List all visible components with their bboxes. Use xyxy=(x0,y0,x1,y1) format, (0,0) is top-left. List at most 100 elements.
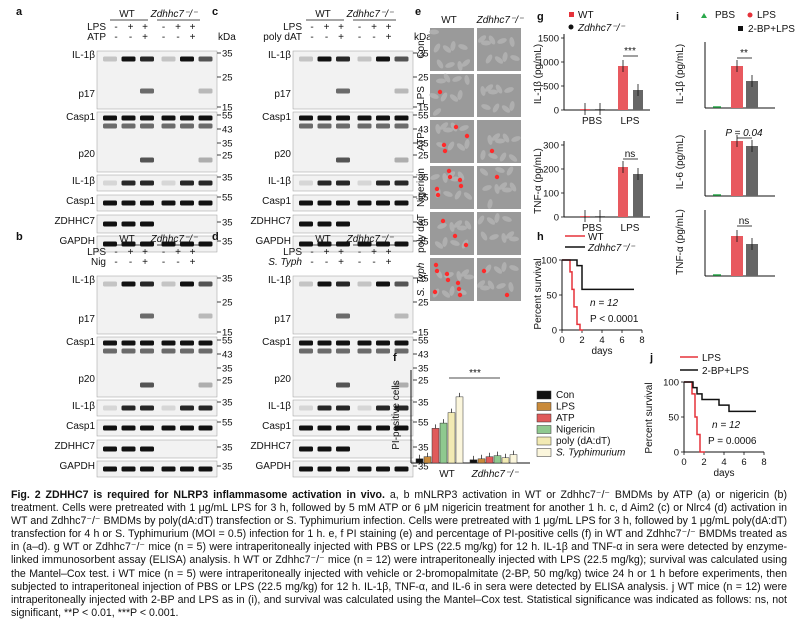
blot-band xyxy=(357,123,372,129)
micrograph-tile xyxy=(477,28,521,71)
blot-label: p17 xyxy=(274,89,291,100)
marker-label: 55 xyxy=(418,111,429,122)
j-xtick-label: 8 xyxy=(761,457,766,468)
pi-positive-cell xyxy=(464,133,470,139)
blot-strip xyxy=(96,419,218,437)
blot-band xyxy=(317,348,332,354)
cell-shape xyxy=(495,84,503,94)
panel-letter: d xyxy=(212,231,219,243)
treatment-sign: + xyxy=(128,22,134,33)
blot-band xyxy=(317,425,332,431)
blot-band xyxy=(394,241,409,247)
blot-label: ZDHHC7 xyxy=(250,216,291,227)
blot-band xyxy=(103,405,117,411)
i-sig-text: P = 0.04 xyxy=(725,128,763,139)
treatment-label: LPS xyxy=(283,247,302,258)
cell-shape xyxy=(510,55,520,61)
cell-shape xyxy=(443,73,451,83)
cell-shape xyxy=(508,282,514,292)
blot-band xyxy=(394,405,409,411)
blot-strip xyxy=(292,111,414,173)
g-ytick-label: 500 xyxy=(543,82,559,93)
treatment-sign: - xyxy=(114,32,117,43)
legend-swatch xyxy=(536,436,552,446)
blot-band xyxy=(198,180,213,186)
treatment-sign: + xyxy=(128,247,134,258)
blot-band xyxy=(357,425,372,431)
marker-label: 35 xyxy=(418,398,429,409)
j-xtick-label: 2 xyxy=(701,457,706,468)
blot-band xyxy=(336,88,350,94)
blot-band xyxy=(299,425,313,431)
legend-wt: WT xyxy=(588,232,604,243)
genotype-ko: Zdhhc7⁻/⁻ xyxy=(150,9,198,20)
blot-label: ZDHHC7 xyxy=(54,441,95,452)
legend-2bp: 2-BP+LPS xyxy=(702,366,749,377)
blot-band xyxy=(299,340,313,346)
blot-label: IL-1β xyxy=(268,401,291,412)
i-bar xyxy=(731,236,743,276)
blot-band xyxy=(394,382,409,388)
marker-label: 43 xyxy=(222,350,233,361)
treatment-sign: - xyxy=(358,32,361,43)
genotype-ko: Zdhhc7⁻/⁻ xyxy=(346,9,394,20)
blot-band xyxy=(317,466,332,472)
pi-positive-cell xyxy=(457,292,463,298)
g-ylabel: TNF-α (pg/mL) xyxy=(533,148,544,214)
marker-label: 35 xyxy=(222,364,233,375)
blot-band xyxy=(103,340,117,346)
blot-band xyxy=(180,200,194,206)
f-bar xyxy=(477,458,486,464)
blot-band xyxy=(336,157,350,163)
blot-band xyxy=(121,348,136,354)
blot-strip xyxy=(292,460,414,478)
marker-label: 35 xyxy=(222,462,233,473)
row-label: S. Typh xyxy=(416,262,427,296)
cell-shape xyxy=(449,222,455,232)
legend-text: ATP xyxy=(556,413,575,424)
blot-band xyxy=(180,348,194,354)
marker-label: 25 xyxy=(222,376,233,387)
marker-label: 35 xyxy=(418,173,429,184)
legend-text: S. Typhimurium xyxy=(556,448,625,459)
cell-shape xyxy=(460,269,470,277)
f-bar xyxy=(423,456,432,464)
genotype-wt: WT xyxy=(119,9,135,20)
scale-label: 10 μm xyxy=(487,308,512,318)
blot-label: IL-1β xyxy=(268,50,291,61)
marker-label: 35 xyxy=(418,364,429,375)
blot-label: p20 xyxy=(78,374,95,385)
marker-label: 55 xyxy=(418,193,429,204)
blot-strip xyxy=(292,275,414,335)
blot-band xyxy=(140,200,154,206)
cell-shape xyxy=(509,37,515,47)
treatment-sign: + xyxy=(324,247,330,258)
treatment-sign: + xyxy=(324,22,330,33)
g-ylabel: IL-1β (pg/mL) xyxy=(533,44,544,104)
treatment-sign: + xyxy=(142,257,148,268)
blot-band xyxy=(161,425,176,431)
marker-label: 15 xyxy=(222,328,233,339)
marker-label: 25 xyxy=(418,151,429,162)
cell-shape xyxy=(488,89,498,95)
i-bar xyxy=(746,146,758,196)
blot-band xyxy=(336,200,350,206)
treatment-sign: - xyxy=(162,22,165,33)
treatment-sign: + xyxy=(142,247,148,258)
g-ytick-label: 300 xyxy=(543,141,559,152)
cell-shape xyxy=(481,40,491,46)
cell-shape xyxy=(502,187,512,193)
treatment-sign: - xyxy=(129,257,132,268)
f-bar xyxy=(415,458,424,464)
h-xtick-label: 4 xyxy=(599,335,604,346)
cell-shape xyxy=(432,108,442,116)
pi-positive-cell xyxy=(458,183,464,189)
cell-shape xyxy=(501,262,507,272)
treatment-label: ATP xyxy=(87,32,106,43)
cell-shape xyxy=(463,192,473,200)
h-p: P < 0.0001 xyxy=(590,314,639,325)
marker-label: 35 xyxy=(222,237,233,248)
f-bar xyxy=(485,456,494,464)
blot-band xyxy=(394,123,409,129)
